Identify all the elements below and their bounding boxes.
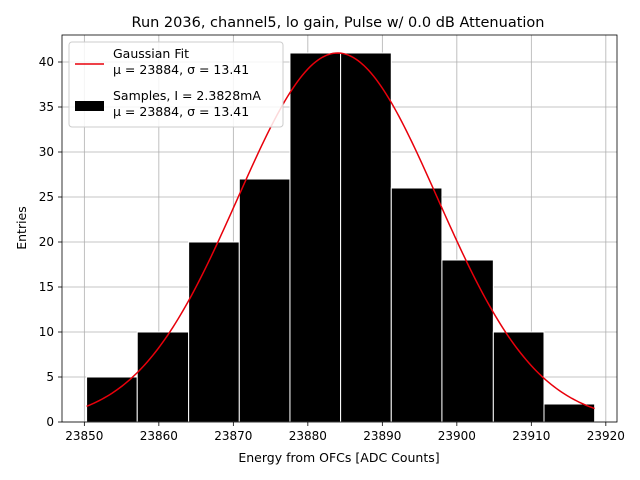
- y-tick-label-7: 35: [39, 100, 54, 114]
- legend-samples-swatch: [75, 101, 104, 111]
- x-axis-label: Energy from OFCs [ADC Counts]: [238, 450, 439, 465]
- histogram-bar-3: [238, 178, 291, 423]
- y-tick-label-0: 0: [46, 415, 54, 429]
- legend-box: [68, 41, 284, 128]
- histogram-bar-1: [136, 331, 190, 423]
- histogram-bar-9: [543, 403, 596, 423]
- x-tick-label-1: 23860: [140, 429, 178, 443]
- legend-samples-params: μ = 23884, σ = 13.41: [113, 104, 249, 119]
- x-tick-label-4: 23890: [363, 429, 401, 443]
- y-tick-label-6: 30: [39, 145, 54, 159]
- gaussian-fit-line: [86, 52, 595, 410]
- legend: Gaussian Fit μ = 23884, σ = 13.41 Sample…: [68, 41, 284, 128]
- y-tick-label-4: 20: [39, 235, 54, 249]
- axes-frame: [61, 34, 618, 423]
- legend-samples-label: Samples, I = 2.3828mA: [113, 88, 261, 103]
- x-tick-label-0: 23850: [65, 429, 103, 443]
- histogram-bars: [86, 52, 596, 423]
- y-tick-label-3: 15: [39, 280, 54, 294]
- histogram-bar-8: [492, 331, 545, 423]
- x-tick-label-6: 23910: [512, 429, 550, 443]
- x-axis-ticks: 23850 23860 23870 23880 23890 23900 23910 23920: [65, 422, 625, 443]
- y-tick-label-2: 10: [39, 325, 54, 339]
- chart-title: Run 2036, channel5, lo gain, Pulse w/ 0.…: [132, 15, 545, 31]
- histogram-bar-0: [86, 376, 138, 423]
- histogram-bar-6: [390, 187, 443, 423]
- x-tick-label-7: 23920: [587, 429, 625, 443]
- x-tick-label-5: 23900: [438, 429, 476, 443]
- legend-fit-params: μ = 23884, σ = 13.41: [113, 62, 249, 77]
- x-tick-label-2: 23870: [214, 429, 252, 443]
- y-axis-label: Entries: [14, 206, 29, 250]
- histogram-bar-4: [289, 52, 342, 423]
- y-tick-label-8: 40: [39, 55, 54, 69]
- y-tick-label-5: 25: [39, 190, 54, 204]
- x-tick-label-3: 23880: [289, 429, 327, 443]
- legend-fit-label: Gaussian Fit: [113, 46, 189, 61]
- y-axis-ticks: 0 5 10 15 20 25 30 35 40: [39, 55, 62, 429]
- y-tick-label-1: 5: [46, 370, 54, 384]
- histogram-bar-2: [188, 241, 240, 423]
- histogram-bar-7: [441, 259, 494, 423]
- histogram-bar-5: [340, 52, 392, 423]
